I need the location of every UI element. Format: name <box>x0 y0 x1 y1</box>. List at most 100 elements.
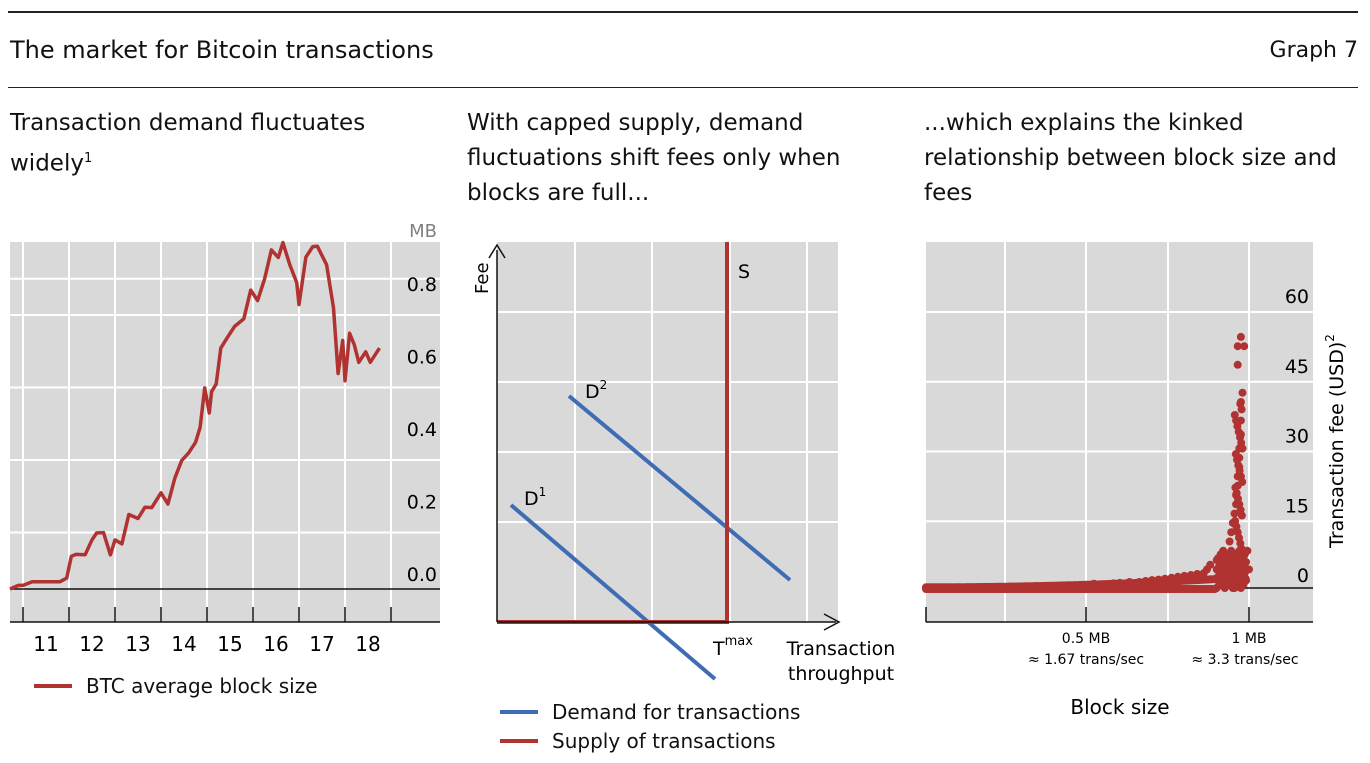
left-xtick-label-16: 16 <box>263 632 288 656</box>
right-xtick-2-label-line2: ≈ 3.3 trans/sec <box>1191 652 1298 668</box>
right-y-label-sup: 2 <box>1323 334 1337 342</box>
right-xtick-1-label-line2: ≈ 1.67 trans/sec <box>1028 652 1144 668</box>
supply-label: S <box>738 261 750 283</box>
left-legend: BTC average block size <box>34 674 318 698</box>
scatter-point <box>1125 578 1134 586</box>
scatter-point <box>1193 570 1202 578</box>
scatter-point <box>1115 578 1124 587</box>
left-xtick-label-12: 12 <box>79 632 104 656</box>
left-chart: 0.0 0.2 0.4 0.6 0.8 MB 11 12 13 14 15 16 17 18 <box>9 221 440 656</box>
middle-legend-demand: Demand for transactions <box>500 700 800 724</box>
left-ytick-label-2: 0.4 <box>407 419 437 441</box>
right-ytick-label-3: 45 <box>1285 356 1309 378</box>
left-xtick-label-18: 18 <box>355 632 380 656</box>
middle-y-label: Fee <box>472 262 493 294</box>
left-grid <box>10 242 440 622</box>
scatter-point <box>1235 546 1244 555</box>
middle-panel-title: With capped supply, demand fluctuations … <box>467 110 841 206</box>
middle-legend-supply-swatch <box>500 739 538 743</box>
middle-legend-supply-label: Supply of transactions <box>552 729 776 753</box>
scatter-point <box>1233 342 1242 351</box>
left-xtick-labels: 11 12 13 14 15 16 17 18 <box>22 607 392 656</box>
left-ytick-label-1: 0.2 <box>407 492 437 514</box>
scatter-point <box>1057 581 1066 590</box>
scatter-point <box>947 583 956 592</box>
right-scatter-points <box>922 332 1253 593</box>
scatter-point <box>1180 571 1189 580</box>
right-ytick-label-4: 60 <box>1285 286 1309 308</box>
left-unit-label: MB <box>409 221 437 242</box>
tmax-label-sup: max <box>725 634 754 649</box>
scatter-point <box>1231 483 1240 492</box>
scatter-point <box>1161 574 1169 583</box>
middle-y-arrow <box>488 243 506 259</box>
scatter-point <box>1173 572 1182 581</box>
scatter-point <box>1236 399 1245 408</box>
d1-label: D1 <box>524 485 546 510</box>
scatter-point <box>1141 577 1150 585</box>
scatter-point <box>1135 578 1144 586</box>
d1-label-sup: 1 <box>539 485 547 499</box>
scatter-point <box>967 583 976 592</box>
left-xtick-label-13: 13 <box>125 632 150 656</box>
left-panel-footnote: 1 <box>83 151 93 166</box>
scatter-point <box>954 583 963 592</box>
scatter-point <box>993 583 1002 592</box>
scatter-point <box>1231 517 1240 525</box>
scatter-point <box>1243 546 1252 555</box>
left-ytick-label-4: 0.8 <box>407 274 437 296</box>
middle-x-arrow <box>823 613 841 631</box>
demand-curve-d2 <box>567 394 792 582</box>
scatter-point <box>1186 571 1195 579</box>
left-plot-bg <box>10 242 440 622</box>
right-ytick-label-1: 15 <box>1285 495 1309 517</box>
middle-x-label-2: throughput <box>788 663 894 685</box>
scatter-point <box>1018 582 1027 591</box>
page-title: The market for Bitcoin transactions <box>10 36 434 64</box>
right-ytick-label-2: 30 <box>1285 426 1309 448</box>
top-rule <box>8 11 1358 13</box>
left-xtick-label-14: 14 <box>171 632 196 656</box>
scatter-point <box>1031 582 1040 591</box>
d1-label-text: D <box>524 488 539 510</box>
left-ytick-label-3: 0.6 <box>407 347 437 369</box>
right-xtick-2-label-line1: 1 MB <box>1231 631 1266 647</box>
scatter-point <box>1167 573 1176 582</box>
graph-label: Graph 7 <box>1269 38 1358 63</box>
scatter-point <box>1109 579 1118 588</box>
right-x-label: Block size <box>1070 695 1169 719</box>
scatter-point <box>1227 546 1236 555</box>
middle-chart: Fee S D2 D1 Tmax Transaction throughput <box>472 242 895 685</box>
scatter-point <box>1240 342 1249 351</box>
scatter-point <box>1233 360 1242 369</box>
scatter-point <box>1090 579 1098 588</box>
left-legend-label: BTC average block size <box>86 674 318 698</box>
tmax-label: Tmax <box>712 634 753 660</box>
scatter-point <box>1225 537 1234 546</box>
scatter-point <box>1148 576 1157 585</box>
right-xtick-1-label-line1: 0.5 MB <box>1062 631 1110 647</box>
middle-legend-demand-label: Demand for transactions <box>552 700 801 724</box>
right-y-label-text: Transaction fee (USD) <box>1326 342 1348 549</box>
scatter-point <box>1099 580 1108 589</box>
d2-label-sup: 2 <box>600 378 608 392</box>
d2-label: D2 <box>585 378 607 403</box>
demand-curve-d1 <box>509 503 717 681</box>
left-ytick-labels: 0.0 0.2 0.4 0.6 0.8 <box>407 274 437 586</box>
btc-block-size-line <box>9 240 381 591</box>
tmax-label-text: T <box>712 638 725 660</box>
left-xtick-label-15: 15 <box>217 632 242 656</box>
middle-legend: Demand for transactions Supply of transa… <box>500 700 800 758</box>
scatter-point <box>1230 509 1239 518</box>
left-legend-swatch <box>34 684 72 688</box>
scatter-point <box>1231 450 1240 459</box>
left-panel-title-text: Transaction demand fluctuates widely <box>10 110 366 177</box>
scatter-point <box>1044 582 1053 591</box>
scatter-point <box>1154 575 1163 584</box>
middle-x-label-1: Transaction <box>786 638 896 660</box>
right-panel-title: ...which explains the kinked relationshi… <box>924 110 1337 206</box>
right-ytick-labels: 0 15 30 45 60 <box>1285 286 1309 587</box>
right-grid <box>926 242 1313 622</box>
